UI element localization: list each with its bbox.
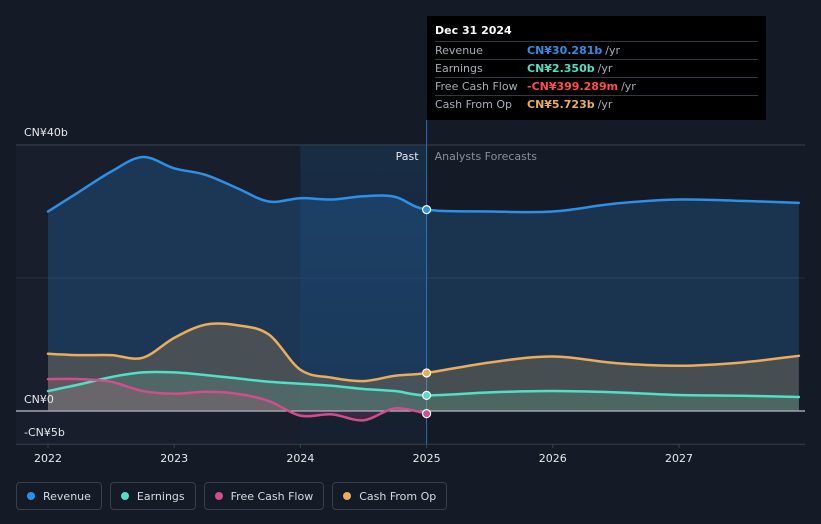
analysts-forecasts-label: Analysts Forecasts: [435, 150, 538, 163]
tooltip-date: Dec 31 2024: [435, 24, 512, 37]
tooltip-value: -CN¥399.289m: [527, 80, 619, 93]
tooltip-value: CN¥2.350b: [527, 62, 595, 75]
tooltip-label: Cash From Op: [435, 98, 513, 111]
tooltip-unit: /yr: [597, 98, 613, 111]
tooltip-value: CN¥30.281b: [527, 44, 603, 57]
x-axis-tick-label: 2026: [539, 452, 567, 465]
legend: Revenue Earnings Free Cash Flow Cash Fro…: [16, 482, 448, 510]
legend-item-cash-from-op[interactable]: Cash From Op: [332, 482, 448, 510]
tooltip-value: CN¥5.723b: [527, 98, 595, 111]
tooltip-row-revenue: Revenue CN¥30.281b /yr: [435, 41, 758, 59]
y-axis-tick-label: CN¥40b: [24, 126, 68, 139]
legend-label: Cash From Op: [359, 489, 437, 503]
past-label: Past: [396, 150, 420, 163]
free-cash-flow-area: [48, 378, 427, 421]
x-axis-tick-label: 2024: [286, 452, 314, 465]
legend-item-earnings[interactable]: Earnings: [109, 482, 196, 510]
legend-label: Free Cash Flow: [230, 489, 314, 503]
cash-from-op-area: [48, 323, 799, 411]
earnings-highlight-point: [422, 390, 432, 400]
tooltip-unit: /yr: [605, 44, 621, 57]
earnings-dot-icon: [120, 492, 129, 500]
y-axis-tick-label: -CN¥5b: [24, 426, 65, 439]
revenue-highlight-point: [422, 205, 432, 215]
tooltip-label: Revenue: [435, 44, 483, 57]
tooltip-label: Earnings: [435, 62, 483, 75]
legend-label: Revenue: [43, 489, 91, 503]
y-axis-tick-label: CN¥0: [24, 393, 54, 406]
tooltip-unit: /yr: [621, 80, 636, 93]
earnings-line: [46, 370, 801, 399]
cash-from-op-line: [46, 322, 801, 383]
free-cash-flow-dot-icon: [214, 492, 223, 500]
tooltip: Dec 31 2024 Revenue CN¥30.281b /yr Earni…: [427, 16, 766, 120]
tooltip-row-cash-from-op: Cash From Op CN¥5.723b /yr: [435, 95, 758, 113]
tooltip-row-earnings: Earnings CN¥2.350b /yr: [435, 59, 758, 77]
past-highlight-band: [300, 145, 427, 444]
earnings-area: [48, 371, 799, 411]
x-axis-tick-label: 2023: [160, 452, 188, 465]
revenue-dot-icon: [27, 492, 35, 500]
revenue-area: [48, 156, 799, 411]
x-axis-tick-label: 2025: [413, 452, 441, 465]
free-cash-flow-highlight-point: [422, 409, 432, 419]
x-axis-tick-label: 2022: [34, 452, 62, 465]
tooltip-label: Free Cash Flow: [435, 80, 518, 93]
legend-item-free-cash-flow[interactable]: Free Cash Flow: [203, 482, 325, 510]
revenue-line: [46, 155, 801, 214]
tooltip-unit: /yr: [597, 62, 613, 75]
cash-from-op-highlight-point: [422, 368, 432, 378]
legend-item-revenue[interactable]: Revenue: [16, 482, 102, 510]
legend-label: Earnings: [136, 489, 185, 503]
tooltip-row-free-cash-flow: Free Cash Flow -CN¥399.289m /yr: [435, 77, 758, 95]
x-axis-tick-label: 2027: [665, 452, 693, 465]
free-cash-flow-line: [46, 377, 428, 422]
cash-from-op-dot-icon: [343, 492, 352, 500]
